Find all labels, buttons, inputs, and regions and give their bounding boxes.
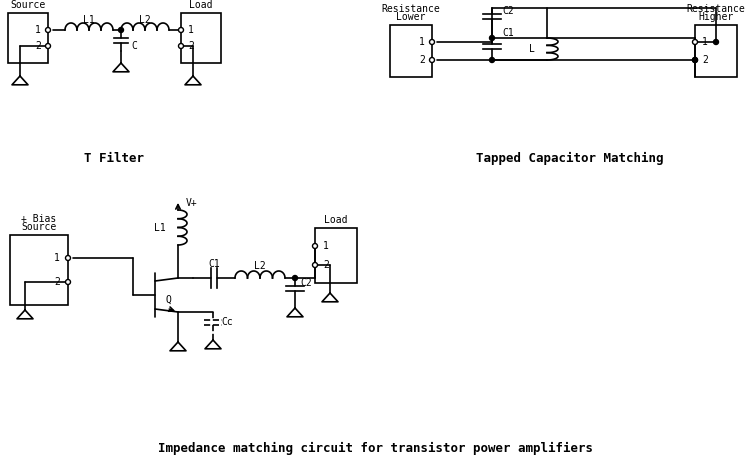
Circle shape [178,27,184,33]
Circle shape [692,40,698,45]
Bar [695,25,737,77]
Text: C1: C1 [208,259,220,269]
Text: L2: L2 [254,261,266,271]
Text: Resistance: Resistance [382,4,440,14]
Circle shape [430,40,434,45]
Bar [315,228,357,283]
Text: C1: C1 [502,28,514,38]
Circle shape [692,58,698,62]
Text: Lower: Lower [396,12,426,22]
Circle shape [313,244,317,248]
Circle shape [65,279,70,285]
Text: Source: Source [21,222,57,232]
Text: 1: 1 [188,25,194,35]
Text: 2: 2 [54,277,60,287]
Text: + Bias: + Bias [21,214,57,224]
Circle shape [313,263,317,267]
Text: Load: Load [189,0,213,10]
Circle shape [490,35,494,40]
Text: C2: C2 [502,6,514,16]
Text: 1: 1 [702,37,708,47]
Text: Impedance matching circuit for transistor power amplifiers: Impedance matching circuit for transisto… [158,441,592,455]
Circle shape [490,58,494,62]
Text: Q: Q [165,295,171,305]
Circle shape [430,58,434,62]
Text: L2: L2 [140,15,151,25]
Bar [181,13,221,63]
Text: 2: 2 [35,41,41,51]
Text: 2: 2 [419,55,425,65]
Text: L: L [530,44,535,54]
Text: L1: L1 [154,222,166,232]
Circle shape [692,58,698,62]
Text: Resistance: Resistance [687,4,746,14]
Circle shape [292,275,298,280]
Circle shape [46,44,50,48]
Bar [8,13,48,63]
Text: Higher: Higher [698,12,734,22]
Text: 1: 1 [323,241,328,251]
Text: 2: 2 [323,260,328,270]
Text: V+: V+ [186,198,198,208]
Text: Tapped Capacitor Matching: Tapped Capacitor Matching [476,152,664,165]
Circle shape [118,27,124,33]
Text: 1: 1 [419,37,425,47]
Circle shape [46,27,50,33]
Text: C: C [131,41,136,51]
Circle shape [178,44,184,48]
Text: 2: 2 [188,41,194,51]
Circle shape [713,40,718,45]
Text: T Filter: T Filter [85,152,145,165]
Text: C2: C2 [300,278,312,288]
Text: Cc: Cc [221,317,232,327]
Text: 2: 2 [702,55,708,65]
Text: L1: L1 [83,15,94,25]
Text: Load: Load [324,215,348,225]
Text: Source: Source [10,0,46,10]
Bar [390,25,432,77]
Bar [10,235,68,305]
Circle shape [65,255,70,260]
Text: 1: 1 [54,253,60,263]
Text: 1: 1 [35,25,41,35]
